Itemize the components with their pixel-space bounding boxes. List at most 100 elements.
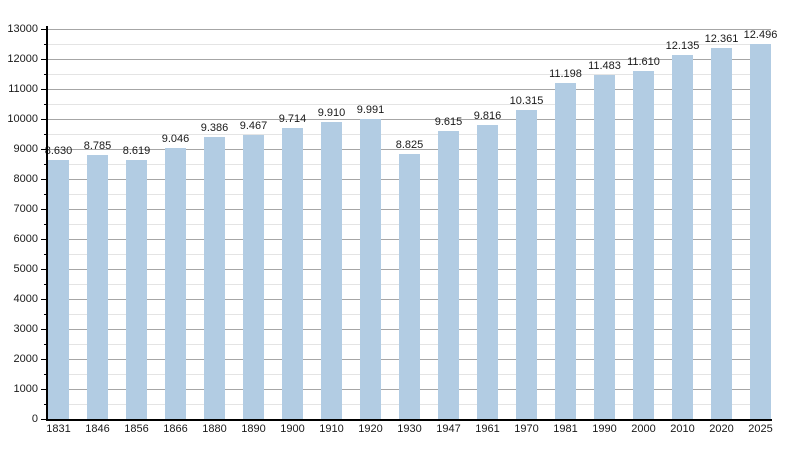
y-minor-tick xyxy=(44,403,47,405)
y-major-tick xyxy=(41,358,47,360)
y-major-tick xyxy=(41,88,47,90)
y-tick-label: 0 xyxy=(31,413,38,425)
bar xyxy=(633,70,654,419)
bar xyxy=(555,83,576,419)
x-tick-label: 1961 xyxy=(475,423,500,435)
x-tick-label: 1880 xyxy=(202,423,227,435)
bar xyxy=(165,147,186,419)
y-minor-tick xyxy=(44,223,47,225)
y-tick-label: 10000 xyxy=(7,113,38,125)
y-tick-label: 1000 xyxy=(13,383,38,395)
y-minor-tick xyxy=(44,343,47,345)
x-tick-label: 1856 xyxy=(124,423,149,435)
bar-value-label: 8.825 xyxy=(395,139,424,152)
bar-value-label: 12.496 xyxy=(743,29,778,42)
bar-value-label: 9.714 xyxy=(278,112,307,125)
x-tick-label: 1920 xyxy=(358,423,383,435)
grid-line-major xyxy=(47,58,771,60)
y-tick-label: 7000 xyxy=(13,203,38,215)
y-minor-tick xyxy=(44,103,47,105)
y-major-tick xyxy=(41,208,47,210)
bar xyxy=(87,155,108,419)
x-axis-line xyxy=(46,419,772,421)
y-minor-tick xyxy=(44,163,47,165)
y-tick-label: 9000 xyxy=(13,143,38,155)
x-tick-label: 1970 xyxy=(514,423,539,435)
x-tick-label: 1900 xyxy=(280,423,305,435)
x-tick-label: 2020 xyxy=(709,423,734,435)
bar-value-label: 9.467 xyxy=(239,119,268,132)
y-tick-label: 12000 xyxy=(7,53,38,65)
y-tick-label: 13000 xyxy=(7,23,38,35)
y-major-tick xyxy=(41,238,47,240)
bar-value-label: 11.483 xyxy=(588,59,621,72)
y-minor-tick xyxy=(44,373,47,375)
bar-value-label: 9.816 xyxy=(473,109,502,122)
y-major-tick xyxy=(41,268,47,270)
bar-value-label: 9.910 xyxy=(317,106,346,119)
y-major-tick xyxy=(41,388,47,390)
y-tick-label: 4000 xyxy=(13,293,38,305)
y-tick-label: 11000 xyxy=(8,83,38,95)
y-minor-tick xyxy=(44,283,47,285)
bar-value-label: 9.046 xyxy=(161,132,190,145)
y-major-tick xyxy=(41,178,47,180)
grid-line-minor xyxy=(47,133,771,135)
y-major-tick xyxy=(41,328,47,330)
y-minor-tick xyxy=(44,193,47,195)
y-major-tick xyxy=(41,298,47,300)
y-tick-label: 8000 xyxy=(13,173,38,185)
bar xyxy=(711,48,732,419)
bar-value-label: 9.991 xyxy=(356,104,385,117)
grid-line-minor xyxy=(47,43,771,45)
bar-value-label: 10.315 xyxy=(509,94,544,107)
bar xyxy=(282,127,303,419)
y-minor-tick xyxy=(44,313,47,315)
x-tick-label: 1947 xyxy=(436,423,461,435)
grid-line-major xyxy=(47,148,771,150)
grid-line-major xyxy=(47,28,771,30)
y-minor-tick xyxy=(44,253,47,255)
bar xyxy=(672,54,693,419)
y-tick-label: 3000 xyxy=(13,323,38,335)
bar xyxy=(477,124,498,419)
grid-line-major xyxy=(47,118,771,120)
bar-value-label: 12.361 xyxy=(704,33,739,46)
y-minor-tick xyxy=(44,133,47,135)
y-tick-label: 2000 xyxy=(13,353,38,365)
y-major-tick xyxy=(41,118,47,120)
x-tick-label: 1846 xyxy=(85,423,110,435)
x-tick-label: 1981 xyxy=(553,423,578,435)
bar-value-label: 11.610 xyxy=(627,55,660,68)
x-tick-label: 2025 xyxy=(748,423,773,435)
y-major-tick xyxy=(41,148,47,150)
y-major-tick xyxy=(41,418,47,420)
grid-line-minor xyxy=(47,103,771,105)
bar xyxy=(243,134,264,419)
x-tick-label: 1890 xyxy=(241,423,266,435)
bar-value-label: 8.630 xyxy=(44,145,73,158)
bar xyxy=(126,160,147,419)
x-tick-label: 1910 xyxy=(319,423,344,435)
x-tick-label: 1930 xyxy=(397,423,422,435)
bar xyxy=(360,119,381,419)
x-tick-label: 2000 xyxy=(631,423,656,435)
bar-value-label: 8.785 xyxy=(83,140,112,153)
grid-line-major xyxy=(47,88,771,90)
x-tick-label: 2010 xyxy=(670,423,695,435)
x-tick-label: 1866 xyxy=(163,423,188,435)
bar xyxy=(438,130,459,419)
bar xyxy=(399,154,420,419)
grid-line-minor xyxy=(47,73,771,75)
y-major-tick xyxy=(41,28,47,30)
bar-value-label: 12.135 xyxy=(665,39,700,52)
x-tick-label: 1831 xyxy=(46,423,71,435)
bar xyxy=(204,137,225,419)
y-major-tick xyxy=(41,58,47,60)
bar-value-label: 8.619 xyxy=(122,145,151,158)
bar xyxy=(516,109,537,419)
bar-value-label: 9.386 xyxy=(200,122,229,135)
y-minor-tick xyxy=(44,43,47,45)
y-tick-label: 6000 xyxy=(13,233,38,245)
